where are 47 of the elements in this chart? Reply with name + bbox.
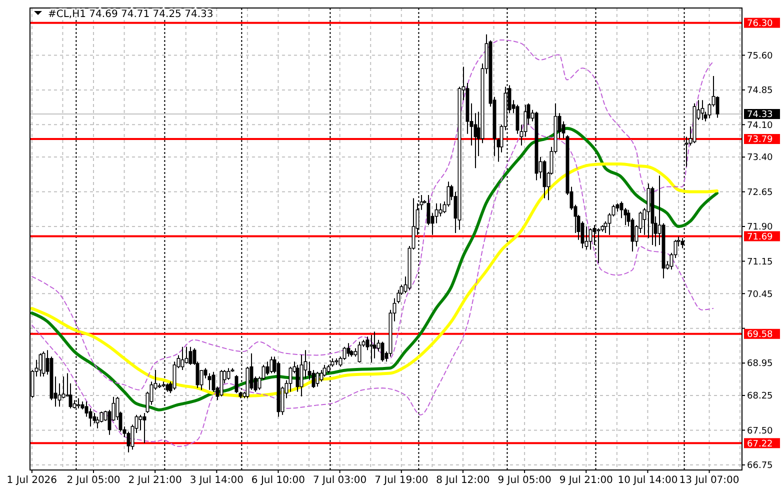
y-tick-label: 73.40 — [747, 153, 774, 164]
y-tick-label: 74.85 — [747, 86, 773, 96]
candlestick — [142, 412, 146, 444]
line-series — [31, 39, 714, 390]
x-tick-label: 8 Jul 12:00 — [436, 475, 490, 486]
y-tick-label: 68.25 — [747, 392, 773, 402]
y-tick-label: 71.15 — [747, 257, 773, 268]
x-tick-label: 7 Jul 03:00 — [313, 475, 367, 486]
ref-line-label: 71.69 — [747, 232, 774, 242]
x-tick-label: 9 Jul 21:00 — [559, 475, 613, 486]
candlestick — [84, 400, 88, 418]
ref-line-label: 76.30 — [747, 18, 774, 29]
candlestick — [184, 346, 188, 364]
line-series — [30, 162, 718, 398]
candlestick — [700, 100, 704, 121]
x-tick-label: 2 Jul 21:00 — [128, 475, 182, 486]
chart-title: #CL,H1 74.69 74.71 74.25 74.33 — [48, 9, 214, 20]
candlestick — [58, 382, 62, 408]
y-tick-label: 70.45 — [747, 290, 773, 300]
y-tick-label: 66.75 — [747, 461, 773, 472]
ref-line-label: 67.22 — [747, 439, 773, 450]
candlestick — [366, 336, 370, 351]
x-tick-label: 3 Jul 14:00 — [190, 475, 244, 486]
y-tick-label: 72.65 — [747, 188, 773, 198]
candlestick — [208, 372, 212, 390]
x-tick-label: 2 Jul 05:00 — [66, 475, 120, 486]
x-tick-label: 13 Jul 07:00 — [679, 475, 740, 486]
ref-line-label: 69.58 — [747, 330, 774, 340]
x-tick-label: 1 Jul 2026 — [6, 475, 58, 486]
y-tick-label: 74.10 — [747, 120, 774, 131]
x-tick-label: 7 Jul 19:00 — [374, 475, 428, 486]
ref-line-label: 74.33 — [747, 110, 773, 120]
y-tick-label: 67.50 — [747, 426, 774, 436]
y-tick-label: 68.95 — [747, 359, 773, 370]
x-tick-label: 6 Jul 10:00 — [251, 475, 306, 486]
x-tick-label: 10 Jul 14:00 — [618, 475, 678, 486]
y-tick-label: 75.60 — [747, 51, 774, 62]
ref-line-label: 73.79 — [747, 135, 774, 146]
x-tick-label: 9 Jul 05:00 — [498, 475, 552, 486]
candlestick — [438, 202, 442, 217]
candlestick — [584, 226, 588, 250]
candlestick — [100, 411, 104, 423]
y-tick-label: 71.90 — [747, 222, 774, 233]
candlestick — [62, 376, 66, 399]
candlestick — [370, 334, 374, 364]
candlestick — [372, 331, 376, 359]
candlestick — [624, 207, 628, 226]
